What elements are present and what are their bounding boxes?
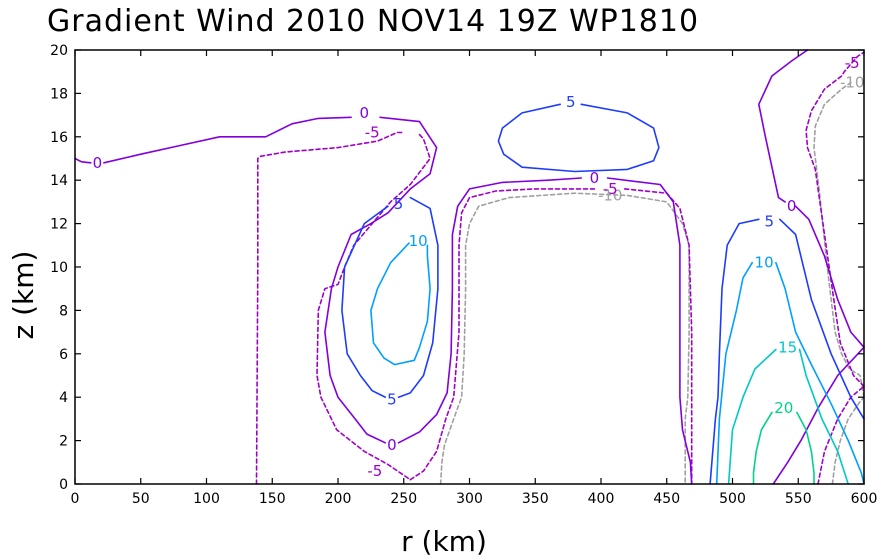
contour-label: -10	[840, 74, 865, 92]
y-tick-label: 0	[59, 477, 68, 493]
plot-frame	[74, 49, 865, 485]
contour-label: 15	[778, 338, 797, 356]
contour-line	[779, 218, 865, 420]
x-tick-label: 500	[719, 491, 746, 507]
chart-title: Gradient Wind 2010 NOV14 19Z WP1810	[47, 4, 699, 39]
contour-line	[805, 51, 865, 388]
contour-line	[370, 242, 431, 366]
y-tick-label: 18	[50, 86, 68, 102]
contour-label: -5	[365, 124, 380, 142]
x-tick-label: 100	[193, 491, 220, 507]
contour-line	[796, 411, 815, 485]
contour-line	[324, 116, 438, 444]
contour-line	[798, 348, 849, 485]
contour-line	[709, 218, 760, 485]
contour-line	[752, 411, 773, 485]
contour-label: 5	[765, 212, 775, 230]
contour-line	[831, 396, 865, 485]
contour-line	[775, 261, 865, 485]
contour-line	[439, 192, 690, 485]
contour-line	[497, 103, 660, 173]
y-tick-label: 16	[50, 130, 68, 146]
x-tick-label: 50	[132, 491, 150, 507]
x-tick-label: 250	[390, 491, 417, 507]
y-tick-label: 20	[50, 43, 68, 59]
contour-label: -5	[845, 54, 860, 72]
contour-label: 0	[590, 169, 600, 187]
contour-line	[341, 205, 389, 398]
contour-level-minus10: -10 -10	[439, 74, 865, 485]
x-tick-label: 600	[851, 491, 878, 507]
y-tick-label: 8	[59, 303, 68, 319]
contour-label: 0	[360, 104, 370, 122]
contour-label: 5	[387, 390, 397, 408]
contour-label: 0	[387, 436, 397, 454]
x-tick-label: 350	[522, 491, 549, 507]
contour-label: 5	[566, 93, 576, 111]
contour-line	[74, 157, 92, 164]
contour-label: 10	[409, 232, 428, 250]
contour-line	[727, 348, 777, 485]
contour-line	[758, 49, 809, 203]
x-axis-label: r (km)	[401, 525, 487, 558]
x-tick-label: 450	[653, 491, 680, 507]
x-tick-label: 0	[71, 491, 80, 507]
contour-line	[397, 177, 583, 444]
contour-label: -5	[367, 462, 382, 480]
contour-level-10: 10 10	[370, 232, 865, 485]
x-tick-label: 400	[588, 491, 615, 507]
x-tick-label: 150	[259, 491, 286, 507]
contour-line	[772, 346, 865, 485]
contour-line	[409, 188, 596, 481]
contour-line	[397, 196, 439, 398]
contour-line	[813, 81, 865, 398]
contour-label: 5	[394, 195, 404, 213]
y-tick-label: 12	[50, 217, 68, 233]
y-tick-label: 2	[59, 434, 68, 450]
y-tick-label: 14	[50, 173, 68, 189]
contour-line	[794, 205, 865, 349]
contour-label: 0	[93, 154, 103, 172]
contour-label: -5	[603, 180, 618, 198]
x-tick-label: 200	[325, 491, 352, 507]
contour-level-5: 5 5 5 5	[341, 93, 865, 485]
contour-label: 10	[755, 254, 774, 272]
x-tick-label: 550	[785, 491, 812, 507]
contour-level-15: 15	[727, 338, 849, 485]
contour-line	[103, 116, 352, 164]
y-tick-label: 6	[59, 347, 68, 363]
contour-label: 0	[787, 197, 797, 215]
y-tick-label: 4	[59, 390, 68, 406]
y-axis-label: z (km)	[7, 251, 40, 340]
contour-label: 20	[774, 399, 793, 417]
contour-line	[715, 261, 753, 485]
contour-line	[606, 177, 693, 485]
contour-level-20: 20	[752, 399, 815, 485]
y-tick-label: 10	[50, 260, 68, 276]
contour-line	[255, 131, 405, 485]
contour-line	[623, 188, 693, 485]
contour-line	[817, 385, 865, 485]
axis-ticks: 0 50 100 150 200 250 300 350 400 450 500 550 6000246…	[50, 43, 877, 507]
contour-level-0: 0 0 0 0 0	[74, 49, 865, 485]
x-tick-label: 300	[456, 491, 483, 507]
contour-label: -10	[598, 186, 623, 204]
